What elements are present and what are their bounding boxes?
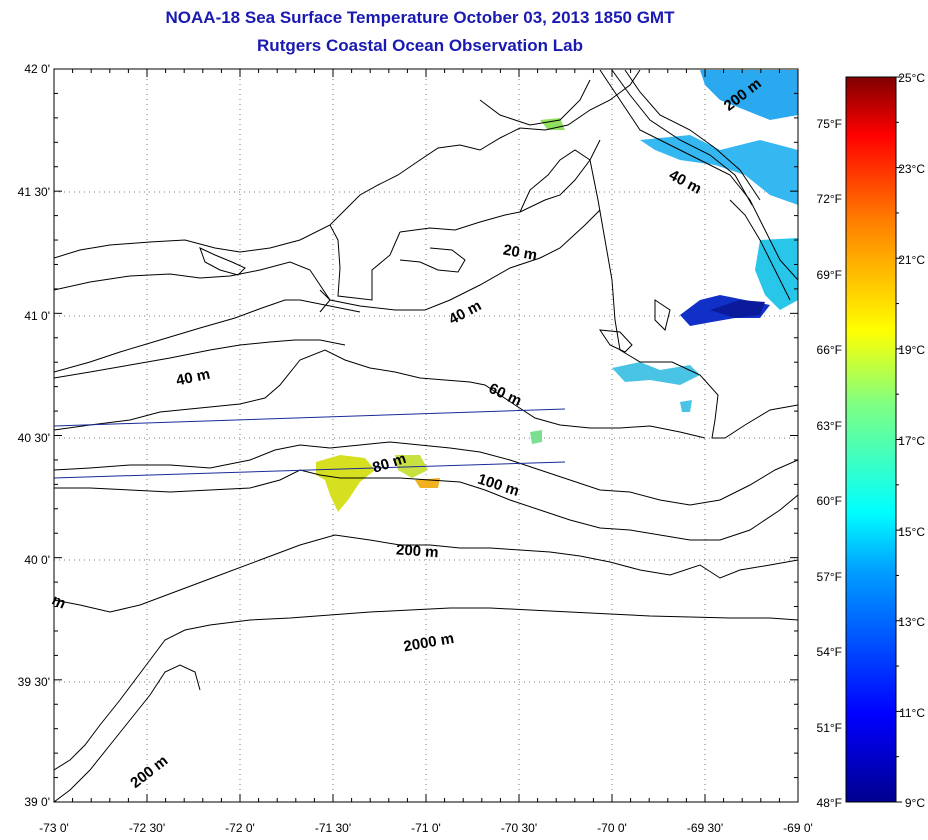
f-label-48: 48°F xyxy=(817,796,842,810)
c-label-13: 13°C xyxy=(898,615,925,629)
sst-patch-small xyxy=(680,400,692,412)
sst-patch-east xyxy=(640,135,798,205)
lon-label-71-0: -71 0' xyxy=(411,821,441,835)
colorbar xyxy=(845,76,897,803)
c-label-17: 17°C xyxy=(898,434,925,448)
colorbar-ticks xyxy=(896,76,902,803)
satellite-tracks xyxy=(54,408,566,479)
contour-label-40m-west: 40 m xyxy=(175,366,212,390)
lat-label-39-30: 39 30' xyxy=(18,675,50,689)
contour-label-200m-center: 200 m xyxy=(396,541,440,561)
coastline xyxy=(54,69,798,439)
bathymetry-contours xyxy=(54,69,798,802)
c-label-9: 9°C xyxy=(905,796,925,810)
c-label-23: 23°C xyxy=(898,162,925,176)
f-label-51: 51°F xyxy=(817,721,842,735)
lon-label-71-30: -71 30' xyxy=(315,821,351,835)
sst-patch-coldest xyxy=(710,300,765,318)
lon-label-72-30: -72 30' xyxy=(129,821,165,835)
f-label-63: 63°F xyxy=(817,419,842,433)
lat-label-39-0: 39 0' xyxy=(24,795,50,809)
latitude-labels: 42 0' 41 30' 41 0' 40 30' 40 0' 39 30' 3… xyxy=(18,62,50,809)
sst-patch-small-2 xyxy=(530,430,542,444)
track-line-1 xyxy=(54,408,566,427)
sst-patch-southeast xyxy=(612,362,700,385)
graticule xyxy=(54,69,798,802)
lon-label-70-30: -70 30' xyxy=(501,821,537,835)
lat-label-40-0: 40 0' xyxy=(24,553,50,567)
contour-label-20m: 20 m xyxy=(502,241,539,264)
f-label-69: 69°F xyxy=(817,268,842,282)
lon-label-72-0: -72 0' xyxy=(225,821,255,835)
lon-label-70-0: -70 0' xyxy=(597,821,627,835)
lat-label-42-0: 42 0' xyxy=(24,62,50,76)
f-label-66: 66°F xyxy=(817,343,842,357)
c-label-19: 19°C xyxy=(898,343,925,357)
lon-label-73-0: -73 0' xyxy=(39,821,69,835)
f-label-75: 75°F xyxy=(817,117,842,131)
lon-label-69-30: -69 30' xyxy=(687,821,723,835)
lat-label-41-0: 41 0' xyxy=(24,309,50,323)
c-label-11: 11°C xyxy=(899,706,925,720)
lat-label-40-30: 40 30' xyxy=(18,431,50,445)
f-label-57: 57°F xyxy=(817,570,842,584)
c-label-21: 21°C xyxy=(898,253,925,267)
f-label-72: 72°F xyxy=(817,192,842,206)
longitude-labels: -73 0' -72 30' -72 0' -71 30' -71 0' -70… xyxy=(39,821,813,835)
map-title: NOAA-18 Sea Surface Temperature October … xyxy=(165,8,675,27)
c-label-25: 25°C xyxy=(898,71,925,85)
c-label-15: 15°C xyxy=(898,525,925,539)
celsius-labels: 25°C 23°C 21°C 19°C 17°C 15°C 13°C 11°C … xyxy=(898,71,925,810)
lon-label-69-0: -69 0' xyxy=(783,821,813,835)
fahrenheit-labels: 75°F 72°F 69°F 66°F 63°F 60°F 57°F 54°F … xyxy=(817,117,842,810)
frame-ticks xyxy=(53,68,799,803)
map-subtitle: Rutgers Coastal Ocean Observation Lab xyxy=(257,36,583,55)
track-line-2 xyxy=(54,461,566,479)
f-label-54: 54°F xyxy=(817,645,842,659)
f-label-60: 60°F xyxy=(817,494,842,508)
sst-patch-northeast xyxy=(700,70,798,120)
lat-label-41-30: 41 30' xyxy=(18,185,50,199)
